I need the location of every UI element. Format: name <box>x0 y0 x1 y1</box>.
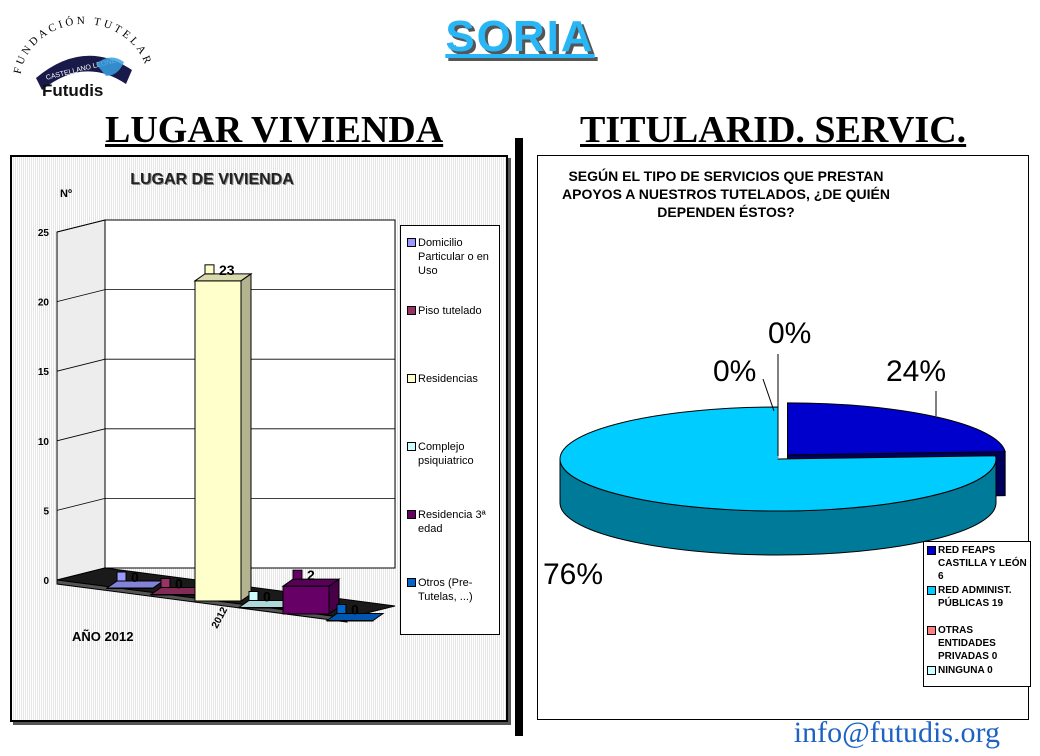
y-tick-label: 0 <box>43 576 49 587</box>
data-label-key <box>116 571 127 582</box>
legend-label: Residencias <box>418 373 478 385</box>
legend-swatch <box>927 626 936 635</box>
y-axis-label: Nº <box>60 188 72 200</box>
futudis-logo: FUNDACIÓN TUTELAR CASTELLANO LEONESA Fut… <box>12 15 152 100</box>
legend-swatch <box>407 578 416 587</box>
pie-slice-top <box>787 402 1006 456</box>
data-label-key <box>336 604 347 614</box>
section-title-left: LUGAR VIVIENDA <box>105 109 444 151</box>
y-tick-label: 5 <box>43 506 49 517</box>
y-tick-label: 15 <box>38 367 50 378</box>
data-label: 23 <box>219 262 235 278</box>
legend-label: Otros (Pre-Tutelas, ...) <box>418 577 473 603</box>
bar-front <box>282 585 330 615</box>
pie-percent-label: 76% <box>543 558 603 591</box>
bar-chart-panel: 0 5 10 15 20 25 2012 0 0 23 0 2 0 LUGAR DE VIVIENDA… <box>10 155 508 722</box>
legend-label: RED FEAPS CASTILLA Y LEÓN 6 <box>938 545 1027 582</box>
bar-side <box>240 272 252 602</box>
legend-swatch <box>407 510 416 519</box>
bar-top <box>193 273 253 282</box>
legend-swatch <box>927 586 936 595</box>
pie-chart-legend: RED FEAPS CASTILLA Y LEÓN 6 RED ADMINIST.… <box>923 541 1031 687</box>
bar-2: 0 <box>149 576 209 596</box>
bar-front <box>194 280 242 602</box>
legend-swatch <box>407 238 416 247</box>
pie-chart: 24% 76% 0% 0% <box>543 317 1006 591</box>
legend-label: Domicilio Particular o en Uso <box>418 237 489 277</box>
data-label-key <box>248 591 259 601</box>
bar-3: 23 <box>193 262 253 602</box>
leader-line <box>762 378 775 412</box>
gridline <box>56 428 395 442</box>
data-label: 0 <box>263 589 271 605</box>
legend-swatch <box>407 374 416 383</box>
legend-swatch <box>407 442 416 451</box>
legend-swatch <box>927 666 936 675</box>
y-tick-label: 20 <box>38 298 50 309</box>
bar-5: 2 <box>281 567 341 615</box>
data-label-key <box>204 264 215 275</box>
bar-6: 0 <box>325 602 385 622</box>
data-label: 0 <box>131 569 139 585</box>
data-label: 0 <box>351 602 359 618</box>
contact-email[interactable]: info@futudis.org <box>793 716 1000 749</box>
gridline <box>56 497 395 511</box>
divider <box>515 138 523 736</box>
data-label-key <box>292 569 303 580</box>
y-tick-label: 25 <box>38 228 50 239</box>
x-axis-label: AÑO 2012 <box>72 629 133 644</box>
legend-label: OTRAS ENTIDADES PRIVADAS 0 <box>938 625 998 662</box>
page-title: SORIA <box>445 12 595 61</box>
legend-label: Complejo psiquiatrico <box>418 441 474 467</box>
bar-top <box>325 613 385 621</box>
pie-percent-label: 24% <box>886 355 946 388</box>
gridline <box>56 289 395 302</box>
pie-chart-panel: SEGÚN EL TIPO DE SERVICIOS QUE PRESTAN A… <box>537 155 1031 720</box>
pie-percent-label: 0% <box>768 317 811 350</box>
gridline <box>56 358 395 372</box>
logo-swirl <box>96 57 124 76</box>
y-tick-label: 10 <box>38 437 50 448</box>
gridline <box>56 219 395 233</box>
bar-chart-legend: Domicilio Particular o en Uso Piso tutela… <box>400 225 500 635</box>
bar-top <box>281 578 341 587</box>
side-wall <box>56 219 106 581</box>
pie-chart-title: SEGÚN EL TIPO DE SERVICIOS QUE PRESTAN A… <box>562 168 890 220</box>
logo-brand: Futudis <box>42 81 103 100</box>
legend-swatch <box>927 546 936 555</box>
section-title-right: TITULARID. SERVIC. <box>580 109 967 151</box>
data-label-key <box>160 578 171 588</box>
bar-chart-title: LUGAR DE VIVIENDA <box>130 171 294 188</box>
x-tick-label: 2012 <box>210 605 230 630</box>
legend-label: RED ADMINIST. PÚBLICAS 19 <box>938 585 1012 609</box>
legend-label: NINGUNA 0 <box>938 665 993 676</box>
legend-label: Piso tutelado <box>418 305 482 317</box>
data-label: 0 <box>175 576 183 592</box>
legend-label: Residencia 3ª edad <box>418 509 486 535</box>
data-label: 2 <box>307 567 315 583</box>
pie-percent-label: 0% <box>713 355 756 388</box>
legend-swatch <box>407 306 416 315</box>
